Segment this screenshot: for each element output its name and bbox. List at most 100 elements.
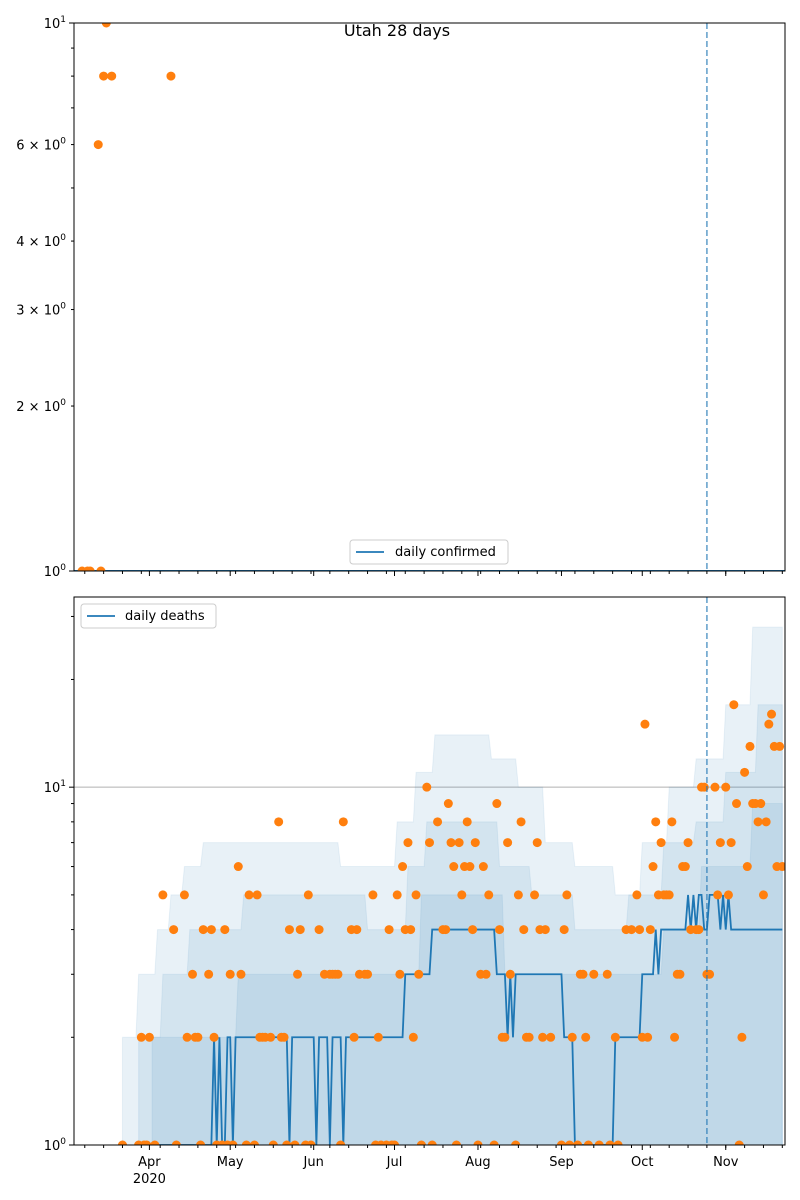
data-point [158, 890, 168, 900]
y-minor-tick-label: 4 × 100 [16, 233, 66, 250]
data-point [441, 925, 451, 935]
data-point [613, 1140, 623, 1145]
data-point [581, 1032, 591, 1042]
top-axes-confirmed: 100 101 2 × 100 3 × 100 4 × 100 6 × 100 [16, 15, 786, 580]
data-point [481, 969, 491, 979]
data-point [519, 925, 529, 935]
data-point [495, 925, 505, 935]
data-point [667, 817, 677, 827]
data-point [740, 767, 750, 777]
data-point [169, 925, 179, 935]
x-tick-label: Nov [713, 1155, 739, 1170]
x-tick-label: Aug [465, 1155, 490, 1170]
data-point [478, 862, 488, 872]
data-point [573, 1140, 583, 1145]
data-point [516, 817, 526, 827]
data-point [349, 1032, 359, 1042]
x-tick-label: Jul [386, 1155, 403, 1170]
axes-frame [73, 22, 786, 572]
data-point [664, 890, 674, 900]
data-point [583, 1140, 593, 1145]
x-tick-label: May [217, 1155, 244, 1170]
data-point [546, 1032, 556, 1042]
data-point [726, 838, 736, 848]
data-point [721, 782, 731, 792]
data-point [764, 719, 774, 729]
data-point [274, 817, 284, 827]
data-point [457, 890, 467, 900]
data-point [333, 969, 343, 979]
data-point [117, 1140, 127, 1145]
data-point [182, 1032, 192, 1042]
data-point [675, 969, 685, 979]
data-point [626, 925, 636, 935]
data-point [422, 782, 432, 792]
data-point [610, 1032, 620, 1042]
data-point [336, 1140, 346, 1145]
data-point [462, 817, 472, 827]
data-point [99, 71, 109, 81]
data-point [489, 1140, 499, 1145]
data-point [279, 1032, 289, 1042]
data-point [433, 817, 443, 827]
daily-deaths-line [138, 893, 783, 1145]
data-point [373, 1032, 383, 1042]
data-point [562, 890, 572, 900]
data-point [204, 969, 214, 979]
data-point [368, 890, 378, 900]
legend-box [80, 603, 217, 629]
data-point [303, 890, 313, 900]
data-point [314, 925, 324, 935]
data-point [454, 838, 464, 848]
data-point [640, 719, 650, 729]
data-point [524, 1032, 534, 1042]
data-point [107, 71, 117, 81]
data-point [710, 782, 720, 792]
data-point [395, 969, 405, 979]
data-point [252, 890, 262, 900]
x-tick-label: Jun [303, 1155, 324, 1170]
data-point [293, 969, 303, 979]
data-point [602, 969, 612, 979]
data-point [470, 838, 480, 848]
data-point [406, 925, 416, 935]
data-point [209, 1032, 219, 1042]
plot-area [74, 597, 785, 1145]
data-point [742, 862, 752, 872]
data-point [244, 890, 254, 900]
data-point [589, 969, 599, 979]
data-point [473, 1140, 483, 1145]
data-point [408, 1032, 418, 1042]
data-point [446, 838, 456, 848]
y-minor-tick-label: 6 × 100 [16, 137, 66, 154]
data-point [761, 817, 771, 827]
data-point [540, 925, 550, 935]
data-point [384, 925, 394, 935]
data-point [136, 1032, 146, 1042]
data-point [206, 925, 216, 935]
data-point [363, 969, 373, 979]
legend-label: daily confirmed [395, 545, 496, 560]
data-point [220, 925, 230, 935]
data-point [266, 1032, 276, 1042]
data-point [559, 925, 569, 935]
data-point [144, 1032, 154, 1042]
legend-deaths: daily deaths [80, 603, 217, 629]
data-point [643, 1032, 653, 1042]
data-point [758, 890, 768, 900]
data-point [233, 862, 243, 872]
data-point [171, 1140, 181, 1145]
legend-label: daily deaths [125, 609, 205, 624]
data-point [511, 1140, 521, 1145]
data-point [414, 969, 424, 979]
y-minor-tick-label: 2 × 100 [16, 398, 66, 415]
data-point [605, 1140, 615, 1145]
data-point [449, 862, 459, 872]
data-point [282, 1140, 292, 1145]
axes-frame [73, 596, 786, 1146]
data-point [753, 817, 763, 827]
x-tick-label: Sep [549, 1155, 574, 1170]
data-point [556, 1140, 566, 1145]
data-point [101, 23, 111, 28]
data-point [713, 890, 723, 900]
